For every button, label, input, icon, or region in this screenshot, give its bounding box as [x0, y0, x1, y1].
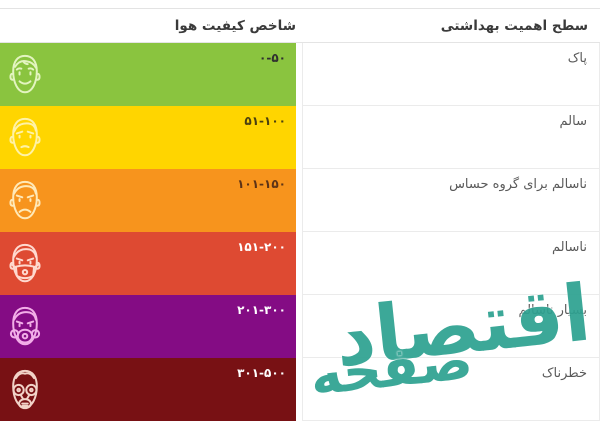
aqi-range-label: ۵۱-۱۰۰: [244, 114, 286, 128]
health-level-moderate: سالم: [302, 106, 600, 169]
health-level-text: سالم: [559, 114, 587, 129]
health-level-text: پاک: [567, 51, 587, 66]
health-level-sensitive: ناسالم برای گروه حساس: [302, 169, 600, 232]
respirator-face-icon: [5, 303, 45, 351]
aqi-row-moderate: ۵۱-۱۰۰ سالم: [0, 106, 600, 169]
aqi-bar-sensitive: ۱۰۱-۱۵۰: [0, 169, 296, 232]
aqi-row-good: ۰-۵۰ پاک: [0, 43, 600, 106]
health-level-text: ناسالم برای گروه حساس: [449, 177, 587, 192]
aqi-infographic: { "header": { "left": "شاخص کیفیت هوا", …: [0, 8, 600, 428]
aqi-range-label: ۰-۵۰: [259, 51, 286, 65]
bar-cell: ۵۱-۱۰۰: [0, 106, 302, 169]
health-level-unhealthy: ناسالم: [302, 232, 600, 295]
aqi-row-sensitive: ۱۰۱-۱۵۰ ناسالم برای گروه حساس: [0, 169, 600, 232]
bar-cell: ۳۰۱-۵۰۰: [0, 358, 302, 421]
health-level-good: پاک: [302, 43, 600, 106]
health-level-text: بسیار ناسالم: [518, 303, 587, 318]
aqi-bar-good: ۰-۵۰: [0, 43, 296, 106]
neutral-face-icon: [5, 114, 45, 162]
health-level-text: خطرناک: [541, 366, 587, 381]
happy-face-icon: [5, 51, 45, 99]
aqi-row-unhealthy: ۱۵۱-۲۰۰ ناسالم: [0, 232, 600, 295]
bar-cell: ۱۰۱-۱۵۰: [0, 169, 302, 232]
health-level-text: ناسالم: [551, 240, 587, 255]
aqi-row-very-unhealthy: ۲۰۱-۳۰۰ بسیار ناسالم: [0, 295, 600, 358]
aqi-bar-hazardous: ۳۰۱-۵۰۰: [0, 358, 296, 421]
aqi-range-label: ۳۰۱-۵۰۰: [237, 366, 286, 380]
bar-cell: ۱۵۱-۲۰۰: [0, 232, 302, 295]
bar-cell: ۲۰۱-۳۰۰: [0, 295, 302, 358]
aqi-range-label: ۱۰۱-۱۵۰: [237, 177, 286, 191]
health-level-hazardous: خطرناک: [302, 358, 600, 421]
health-level-very-unhealthy: بسیار ناسالم: [302, 295, 600, 358]
top-divider: [0, 8, 600, 9]
aqi-range-label: ۲۰۱-۳۰۰: [237, 303, 286, 317]
sad-face-icon: [5, 177, 45, 225]
bar-cell: ۰-۵۰: [0, 43, 302, 106]
aqi-bar-unhealthy: ۱۵۱-۲۰۰: [0, 232, 296, 295]
gas-mask-face-icon: [5, 366, 45, 414]
header-aqi-index: شاخص کیفیت هوا: [174, 17, 296, 34]
masked-face-icon: [5, 240, 45, 288]
header-health-level: سطح اهمیت بهداشتی: [440, 17, 588, 34]
aqi-bar-very-unhealthy: ۲۰۱-۳۰۰: [0, 295, 296, 358]
aqi-range-label: ۱۵۱-۲۰۰: [237, 240, 286, 254]
aqi-bar-moderate: ۵۱-۱۰۰: [0, 106, 296, 169]
aqi-row-hazardous: ۳۰۱-۵۰۰ خطرناک: [0, 358, 600, 421]
table-header: شاخص کیفیت هوا سطح اهمیت بهداشتی: [0, 9, 600, 43]
